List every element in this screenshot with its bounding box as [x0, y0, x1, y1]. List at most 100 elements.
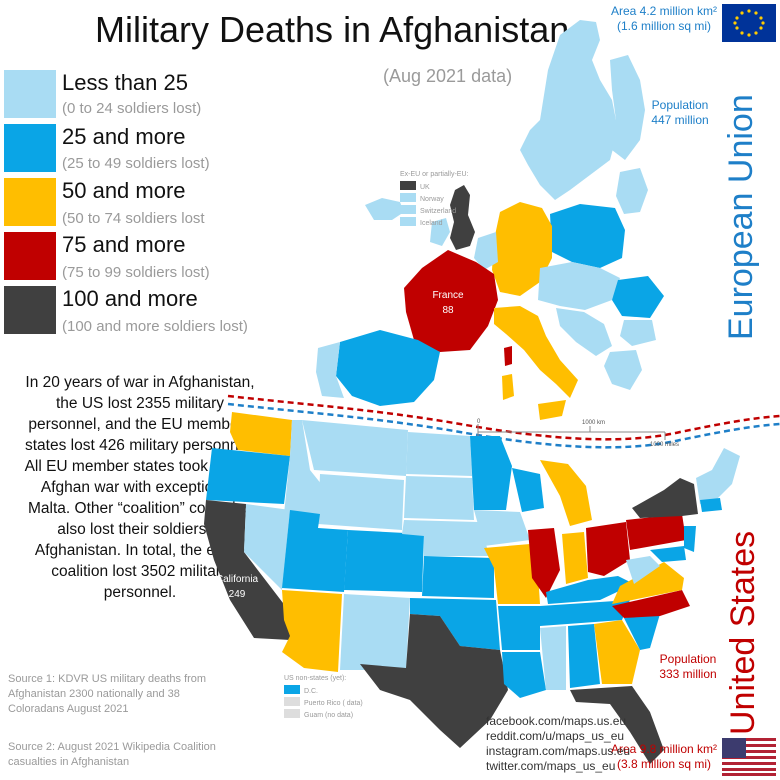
region-michigan — [540, 460, 592, 526]
eu-flag-icon — [722, 4, 776, 42]
scale-km: 1000 km — [582, 420, 605, 426]
source-1: Source 1: KDVR US military deaths from A… — [8, 673, 207, 715]
description-text: In 20 years of war in Afghanistan, the U… — [24, 374, 256, 601]
region-central-east — [538, 262, 620, 310]
region-spain — [336, 330, 440, 406]
us-area-line2: (3.8 million sq mi) — [616, 757, 712, 771]
region-arizona — [282, 590, 342, 672]
us-non-states-legend: US non-states (yet): D.C. Puerto Rico ( … — [284, 675, 363, 719]
region-italy — [494, 306, 578, 398]
ex-eu-switzerland: Switzerland — [420, 208, 456, 215]
social-facebook[interactable]: facebook.com/maps.us.eu — [486, 714, 627, 728]
region-indiana — [562, 532, 588, 584]
legend-swatch-50 — [4, 178, 56, 226]
us-area: Area 9.8 million km² (3.8 million sq mi) — [608, 742, 720, 772]
legend-label-lt25: Less than 25 — [62, 70, 188, 95]
region-alabama — [568, 624, 600, 688]
divider-line-red — [227, 394, 780, 441]
region-france — [404, 250, 498, 352]
scale-miles: 1000 miles — [650, 442, 679, 448]
region-missouri — [484, 544, 540, 604]
legend-label-50: 50 and more — [62, 178, 186, 203]
region-ireland — [430, 218, 450, 246]
non-states-title: US non-states (yet): — [284, 675, 346, 682]
social-twitter[interactable]: twitter.com/maps_us_eu — [486, 759, 616, 773]
legend-swatch-25 — [4, 124, 56, 172]
region-kansas — [422, 556, 494, 598]
non-state-swatch-guam — [284, 709, 300, 718]
legend-sub-lt25: (0 to 24 soldiers lost) — [62, 100, 202, 117]
legend-swatch-75 — [4, 232, 56, 280]
ex-eu-iceland: Iceland — [420, 220, 443, 227]
ex-eu-swatch-uk — [400, 181, 416, 190]
region-new-york — [632, 478, 698, 518]
legend-sub-75: (75 to 99 soldiers lost) — [62, 264, 210, 281]
france-value: 88 — [442, 305, 454, 316]
region-uk — [450, 185, 475, 250]
region-west-virginia — [626, 556, 660, 584]
region-georgia — [594, 620, 640, 684]
us-flag-icon — [722, 738, 776, 776]
region-texas — [360, 614, 508, 748]
legend-swatch-100 — [4, 286, 56, 334]
region-ohio — [586, 522, 630, 576]
divider-line-blue — [227, 402, 780, 449]
region-north-carolina — [612, 590, 690, 618]
region-idaho — [284, 420, 326, 520]
region-tennessee — [540, 600, 630, 626]
legend-sub-25: (25 to 49 soldiers lost) — [62, 155, 210, 172]
eu-area-line2: (1.6 million sq mi) — [616, 19, 712, 33]
us-population-line1: Population — [659, 652, 717, 666]
ex-eu-swatch-iceland — [400, 217, 416, 226]
region-washington — [230, 412, 292, 456]
ex-eu-title: Ex-EU or partially-EU: — [400, 171, 469, 178]
region-greece — [604, 350, 642, 390]
region-portugal — [316, 342, 344, 398]
region-montana — [302, 420, 408, 476]
region-massachusetts — [700, 498, 722, 512]
legend-sub-50: (50 to 74 soldiers lost — [62, 210, 205, 227]
region-pennsylvania — [626, 514, 686, 550]
social-links: facebook.com/maps.us.eu reddit.com/u/map… — [486, 714, 630, 774]
non-state-dc: D.C. — [304, 688, 318, 695]
region-north-dakota — [406, 432, 472, 476]
region-california — [204, 500, 296, 640]
region-poland — [550, 204, 625, 268]
ex-eu-legend: Ex-EU or partially-EU: UK Norway Switzer… — [400, 171, 469, 227]
region-south-dakota — [404, 476, 474, 520]
france-label: France — [432, 290, 464, 301]
region-baltics — [616, 168, 648, 214]
region-mississippi — [540, 626, 566, 690]
non-state-swatch-dc — [284, 685, 300, 694]
region-minnesota — [470, 436, 512, 510]
source-2: Source 2: August 2021 Wikipedia Coalitio… — [8, 741, 216, 768]
us-area-line1: Area 9.8 million km² — [610, 742, 718, 756]
region-bulgaria — [620, 320, 656, 346]
region-nevada — [244, 504, 290, 590]
region-colorado — [344, 530, 424, 592]
region-louisiana — [502, 652, 546, 698]
region-finland — [610, 55, 645, 160]
region-new-mexico — [340, 594, 410, 670]
region-wyoming — [318, 474, 404, 530]
europe-map — [316, 20, 664, 420]
ex-eu-norway: Norway — [420, 196, 444, 203]
ex-eu-swatch-norway — [400, 193, 416, 202]
region-iowa — [474, 510, 530, 546]
ex-eu-swatch-switzerland — [400, 205, 416, 214]
eu-population: Population 447 million — [632, 98, 728, 128]
ex-eu-uk: UK — [420, 184, 430, 191]
california-label: California — [216, 574, 259, 585]
region-sicily — [538, 400, 566, 420]
region-scandinavia — [520, 20, 618, 200]
legend-label-100: 100 and more — [62, 286, 198, 311]
region-iceland — [365, 198, 404, 220]
region-south-carolina — [624, 614, 660, 650]
eu-population-line1: Population — [651, 98, 709, 112]
region-arkansas — [498, 606, 540, 650]
social-reddit[interactable]: reddit.com/u/maps_us_eu — [486, 729, 625, 743]
region-virginia — [612, 562, 684, 604]
social-instagram[interactable]: instagram.com/maps.us.eu — [486, 744, 631, 758]
region-romania — [612, 276, 664, 318]
